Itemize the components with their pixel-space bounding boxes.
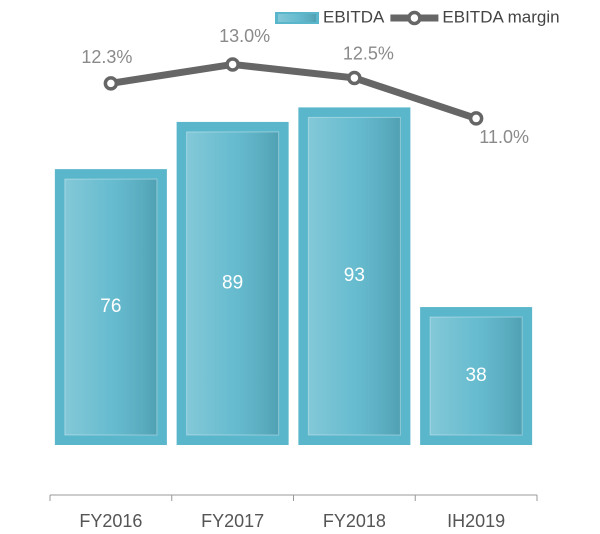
bar-label: 38: [466, 365, 487, 386]
legend-label: EBITDA margin: [442, 7, 559, 26]
bar-label: 89: [222, 272, 243, 293]
line: [110, 60, 478, 122]
bar-label: 76: [100, 296, 121, 317]
line-label: 11.0%: [479, 127, 529, 147]
line-marker: [103, 76, 119, 91]
line-marker: [468, 111, 484, 126]
bar-bevel: [429, 316, 523, 436]
x-tick-label: FY2018: [323, 511, 386, 531]
bar-label: 93: [344, 265, 365, 286]
legend-label: EBITDA: [323, 7, 385, 26]
line-label: 12.3%: [81, 47, 132, 67]
x-tick-label: FY2016: [79, 511, 142, 531]
x-tick-label: FY2017: [201, 511, 264, 531]
bar-bevel: [64, 178, 158, 436]
line-label: 13.0%: [219, 26, 270, 46]
bar-bevel: [186, 131, 280, 436]
legend-swatch-bevel: [278, 14, 316, 22]
line-marker: [225, 57, 240, 72]
line-label: 12.5%: [343, 44, 394, 64]
bar-bevel: [307, 116, 401, 436]
x-tick-label: IH2019: [447, 511, 505, 531]
line-marker: [347, 70, 362, 86]
legend-swatch-marker: [407, 10, 422, 26]
